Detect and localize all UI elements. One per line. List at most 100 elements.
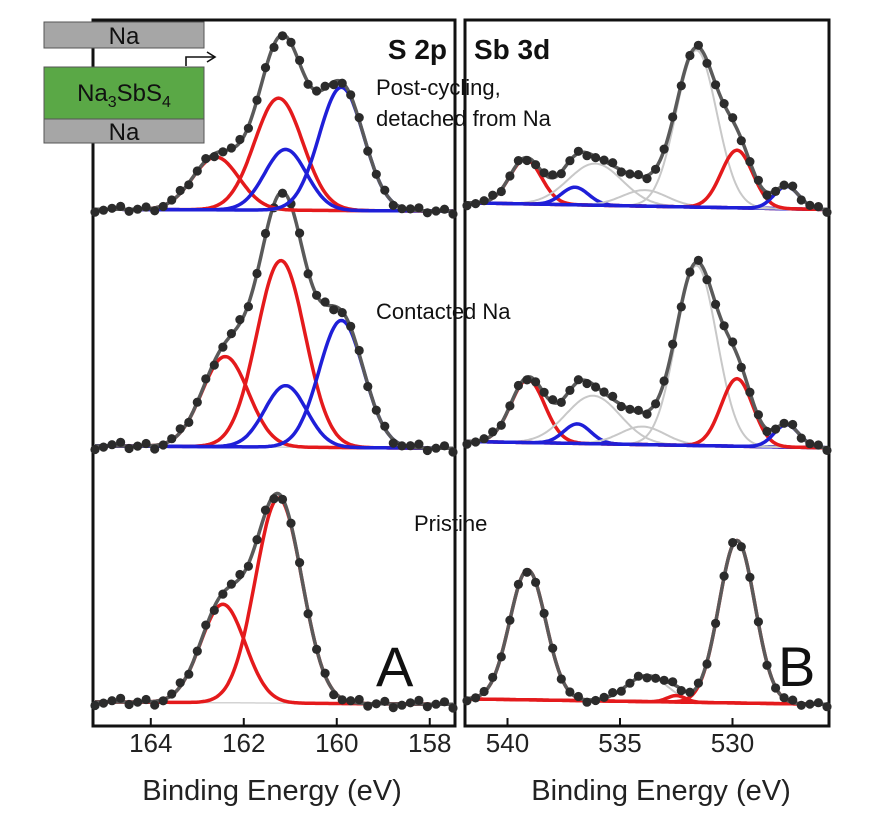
panel-a-spectrum-2-data-point-18 [243, 123, 253, 133]
panel-a-spectrum-1-data-point-20 [260, 228, 271, 239]
panel-a-spectrum-0-data-point-40 [431, 699, 441, 709]
panel-b-spectrum-0-data-point-32 [736, 542, 746, 552]
panel-b-spectrum-2-data-point-37 [779, 180, 789, 190]
panel-a-spectrum-0-data-point-24 [295, 558, 305, 568]
panel-a-spectrum-1-peak-3-blue [95, 318, 453, 451]
panel-b-spectrum-1-data-point-3 [488, 427, 498, 437]
panel-a-spectrum-0-data-point-1 [98, 698, 109, 708]
panel-a-spectrum-2-data-point-2 [107, 203, 117, 213]
panel-b-spectrum-2-data-point-18 [616, 167, 626, 177]
panel-b-spectrum-1-data-point-40 [805, 439, 815, 449]
panel-a-spectrum-1-data-point-27 [320, 297, 330, 307]
panel-b-spectrum-0-data-point-30 [719, 571, 729, 581]
panel-b-spectrum-1-data-point-39 [796, 433, 806, 443]
cell-stack-inset: Na Na3SbS4 Na [43, 21, 217, 146]
panel-a-spectrum-1-data-point-7 [150, 444, 160, 454]
panel-b-spectrum-1-data-point-37 [779, 418, 789, 428]
panel-b-spectrum-2-data-point-4 [496, 186, 506, 197]
panel-b-spectrum-2-data-point-12 [565, 156, 575, 166]
panel-a-spectrum-2-data-point-14 [209, 152, 219, 162]
panel-b-spectrum-2-data-point-2 [479, 196, 489, 206]
panel-b-spectrum-0-data-point-27 [693, 678, 704, 688]
panel-a-spectrum-0-data-point-11 [184, 669, 194, 679]
panel-a-spectrum-0-data-point-30 [346, 696, 356, 706]
panel-a-spectrum-1-data-point-26 [312, 290, 322, 300]
panel-b-spectrum-2-data-point-17 [608, 158, 618, 168]
panel-b-spectrum-2-data-point-0 [462, 201, 472, 211]
label-contacted-na: Contacted Na [376, 299, 511, 324]
panel-b-spectrum-2-data-point-8 [531, 160, 541, 170]
panel-a-spectrum-1-data-point-34 [380, 421, 390, 431]
panel-b-spectrum-1-data-point-22 [651, 399, 661, 409]
panel-letter-b: B [778, 635, 815, 698]
panel-a-spectrum-0-data-point-7 [150, 700, 160, 710]
panel-a-spectrum-1-data-point-18 [243, 302, 253, 312]
panel-b-spectrum-1-peak-6-blue [467, 422, 828, 450]
panel-b-spectrum-1-envelope [467, 260, 828, 450]
panel-a-spectrum-2-data-point-34 [380, 185, 390, 195]
panel-b-spectrum-1-data-point-17 [608, 391, 618, 401]
panel-b-spectrum-0-data-point-22 [651, 673, 661, 683]
panel-b-spectrum-1-data-point-8 [531, 377, 541, 387]
panel-b-spectrum-0-data-point-35 [762, 660, 772, 670]
panel-a-spectrum-2-data-point-20 [260, 63, 271, 73]
panel-b-spectrum-0-data-point-6 [513, 579, 524, 590]
panel-b-spectrum-0-data-point-0 [462, 696, 472, 706]
panel-a-spectrum-2-data-point-27 [320, 81, 330, 91]
panel-a-spectrum-1-data-point-4 [124, 443, 134, 454]
panel-a-spectrum-0-data-point-14 [209, 605, 219, 616]
panel-a-spectrum-1-data-point-30 [346, 321, 356, 331]
panel-b-spectrum-2-data-point-40 [805, 200, 815, 210]
panel-a-spectrum-1-data-point-29 [337, 308, 347, 318]
panel-b-tick-label-1: 535 [598, 728, 641, 758]
panel-a-spectrum-0-data-point-10 [175, 678, 185, 688]
panel-a-spectrum-1-data-point-1 [98, 442, 109, 452]
panel-b-spectrum-2-data-point-5 [505, 171, 515, 181]
panel-b-spectrum-2-data-point-14 [582, 151, 592, 161]
panel-a-spectrum-2-data-point-9 [167, 195, 177, 205]
panel-a-spectrum-0-data-point-33 [371, 699, 381, 709]
panel-a-spectrum-0-data-point-5 [133, 697, 143, 707]
panel-a-spectrum-1-data-point-6 [141, 438, 151, 449]
panel-a-spectrum-2-data-point-36 [397, 204, 407, 214]
panel-a-spectrum-2-data-point-13 [201, 154, 211, 164]
panel-b-spectrum-1-data-point-35 [762, 426, 772, 437]
panel-a-spectrum-2-data-point-37 [405, 204, 415, 214]
panel-b-spectrum-2-data-point-39 [796, 195, 806, 205]
panel-b-spectrum-0-data-point-10 [548, 643, 558, 653]
panel-b-spectrum-1-data-point-20 [633, 405, 644, 415]
panel-a-spectrum-1-data-point-3 [116, 437, 126, 447]
panel-b-spectrum-2-data-point-26 [685, 50, 695, 61]
panel-b-tick-label-0: 540 [486, 728, 529, 758]
panel-a-spectrum-1-data-point-25 [303, 269, 313, 279]
panel-b-spectrum-2-data-point-16 [599, 155, 609, 165]
panel-a-spectrum-2-data-point-5 [133, 204, 143, 214]
panel-a-spectrum-2-data-point-12 [192, 166, 202, 176]
plot-layer: 164 162 160 158 540 535 530 [90, 31, 832, 758]
panel-a-spectrum-1-data-point-9 [167, 434, 177, 444]
panel-b-spectrum-1-data-point-41 [813, 440, 824, 450]
panel-b-spectrum-0-peak-3-red [467, 693, 828, 707]
panel-a-spectrum-1-data-point-38 [414, 439, 424, 449]
panel-b-spectrum-0-data-point-28 [702, 659, 712, 669]
panel-b-spectrum-0-data-point-33 [745, 572, 755, 582]
panel-b-spectrum-1-data-point-10 [548, 395, 558, 405]
panel-a-spectrum-0-data-point-9 [167, 689, 177, 699]
panel-a-spectrum-0-data-point-31 [354, 694, 364, 705]
panel-b-spectrum-0-data-point-18 [616, 686, 626, 696]
inset-formula-sub3: 3 [108, 94, 117, 111]
panel-letter-a: A [376, 635, 414, 698]
panel-b-xlabel: Binding Energy (eV) [531, 775, 791, 807]
panel-a-spectrum-2-data-point-6 [141, 202, 151, 212]
panel-b-spectrum-0-data-point-17 [608, 688, 618, 698]
panel-b-spectrum-0-data-point-25 [676, 686, 686, 696]
panel-b-spectrum-1-data-point-29 [711, 299, 721, 309]
panel-b-spectrum-2-data-point-27 [693, 40, 704, 50]
panel-b-spectrum-0-data-point-23 [659, 675, 669, 685]
panel-b-spectrum-0-data-point-31 [728, 538, 738, 548]
panel-a-spectrum-2-data-point-39 [422, 208, 432, 218]
panel-a-spectrum-2-data-point-1 [98, 205, 109, 215]
panel-a-spectrum-0-data-point-4 [124, 699, 134, 710]
panel-b-spectrum-0-data-point-36 [771, 683, 781, 693]
panel-a-spectrum-0-data-point-0 [90, 700, 100, 711]
